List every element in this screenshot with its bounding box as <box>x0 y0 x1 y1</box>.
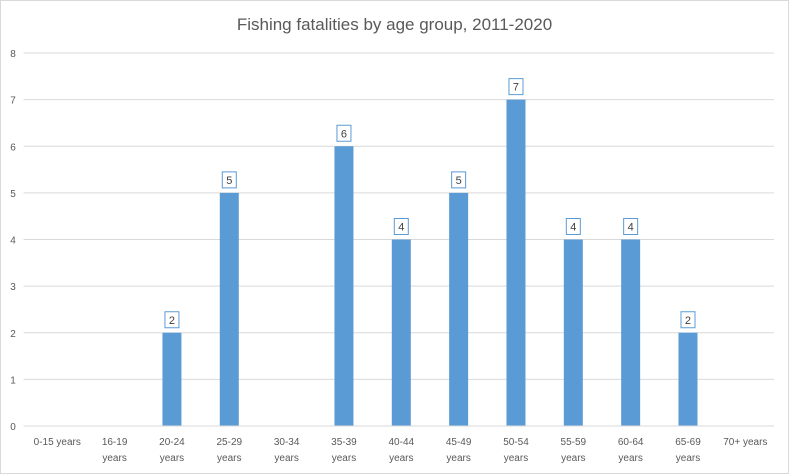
y-tick-label: 4 <box>10 236 16 247</box>
data-label-box <box>680 311 696 329</box>
y-tick-label: 8 <box>10 49 16 60</box>
data-label: 2 <box>169 315 175 327</box>
x-tick-label: 45-49 years <box>446 437 472 464</box>
data-label: 4 <box>570 222 576 234</box>
data-label: 2 <box>685 315 691 327</box>
data-label: 5 <box>456 175 462 187</box>
bar <box>506 99 526 426</box>
y-tick-label: 6 <box>10 142 16 153</box>
y-tick-label: 0 <box>10 422 16 433</box>
data-label-box <box>221 171 237 189</box>
data-label-box <box>164 311 180 329</box>
bar <box>678 332 698 426</box>
bar <box>563 239 583 426</box>
x-tick-label: 60-64 years <box>618 437 644 464</box>
data-label: 4 <box>398 222 404 234</box>
x-tick-label: 65-69 years <box>675 437 701 464</box>
data-label: 6 <box>341 128 347 140</box>
bar <box>449 192 469 426</box>
data-label-box <box>336 124 352 142</box>
x-tick-label: 35-39 years <box>331 437 357 464</box>
bar <box>334 146 354 426</box>
data-label-box <box>393 218 409 235</box>
x-tick-label: 25-29 years <box>216 437 242 464</box>
y-tick-label: 1 <box>10 375 16 386</box>
x-tick-label: 0-15 years <box>34 437 81 448</box>
data-label: 7 <box>513 82 519 94</box>
data-label: 5 <box>226 175 232 187</box>
x-tick-label: 16-19 years <box>102 437 128 464</box>
x-tick-label: 30-34 years <box>274 437 300 464</box>
data-label: 4 <box>628 222 634 234</box>
y-tick-label: 5 <box>10 189 16 200</box>
data-label-box <box>451 171 467 189</box>
y-tick-label: 3 <box>10 282 16 293</box>
bar <box>391 239 411 426</box>
x-tick-label: 50-54 years <box>503 437 529 464</box>
chart-title: Fishing fatalities by age group, 2011-20… <box>236 15 553 34</box>
bar <box>621 239 641 426</box>
data-label-box <box>623 218 639 235</box>
bar <box>162 332 182 426</box>
data-label-box <box>508 78 524 96</box>
x-tick-label: 40-44 years <box>389 437 415 464</box>
x-tick-label: 20-24 years <box>159 437 185 464</box>
x-tick-label: 70+ years <box>723 437 767 448</box>
y-tick-label: 7 <box>10 96 16 107</box>
y-tick-label: 2 <box>10 329 16 340</box>
x-tick-label: 55-59 years <box>561 437 587 464</box>
bar <box>219 192 239 426</box>
data-label-box <box>565 218 581 235</box>
